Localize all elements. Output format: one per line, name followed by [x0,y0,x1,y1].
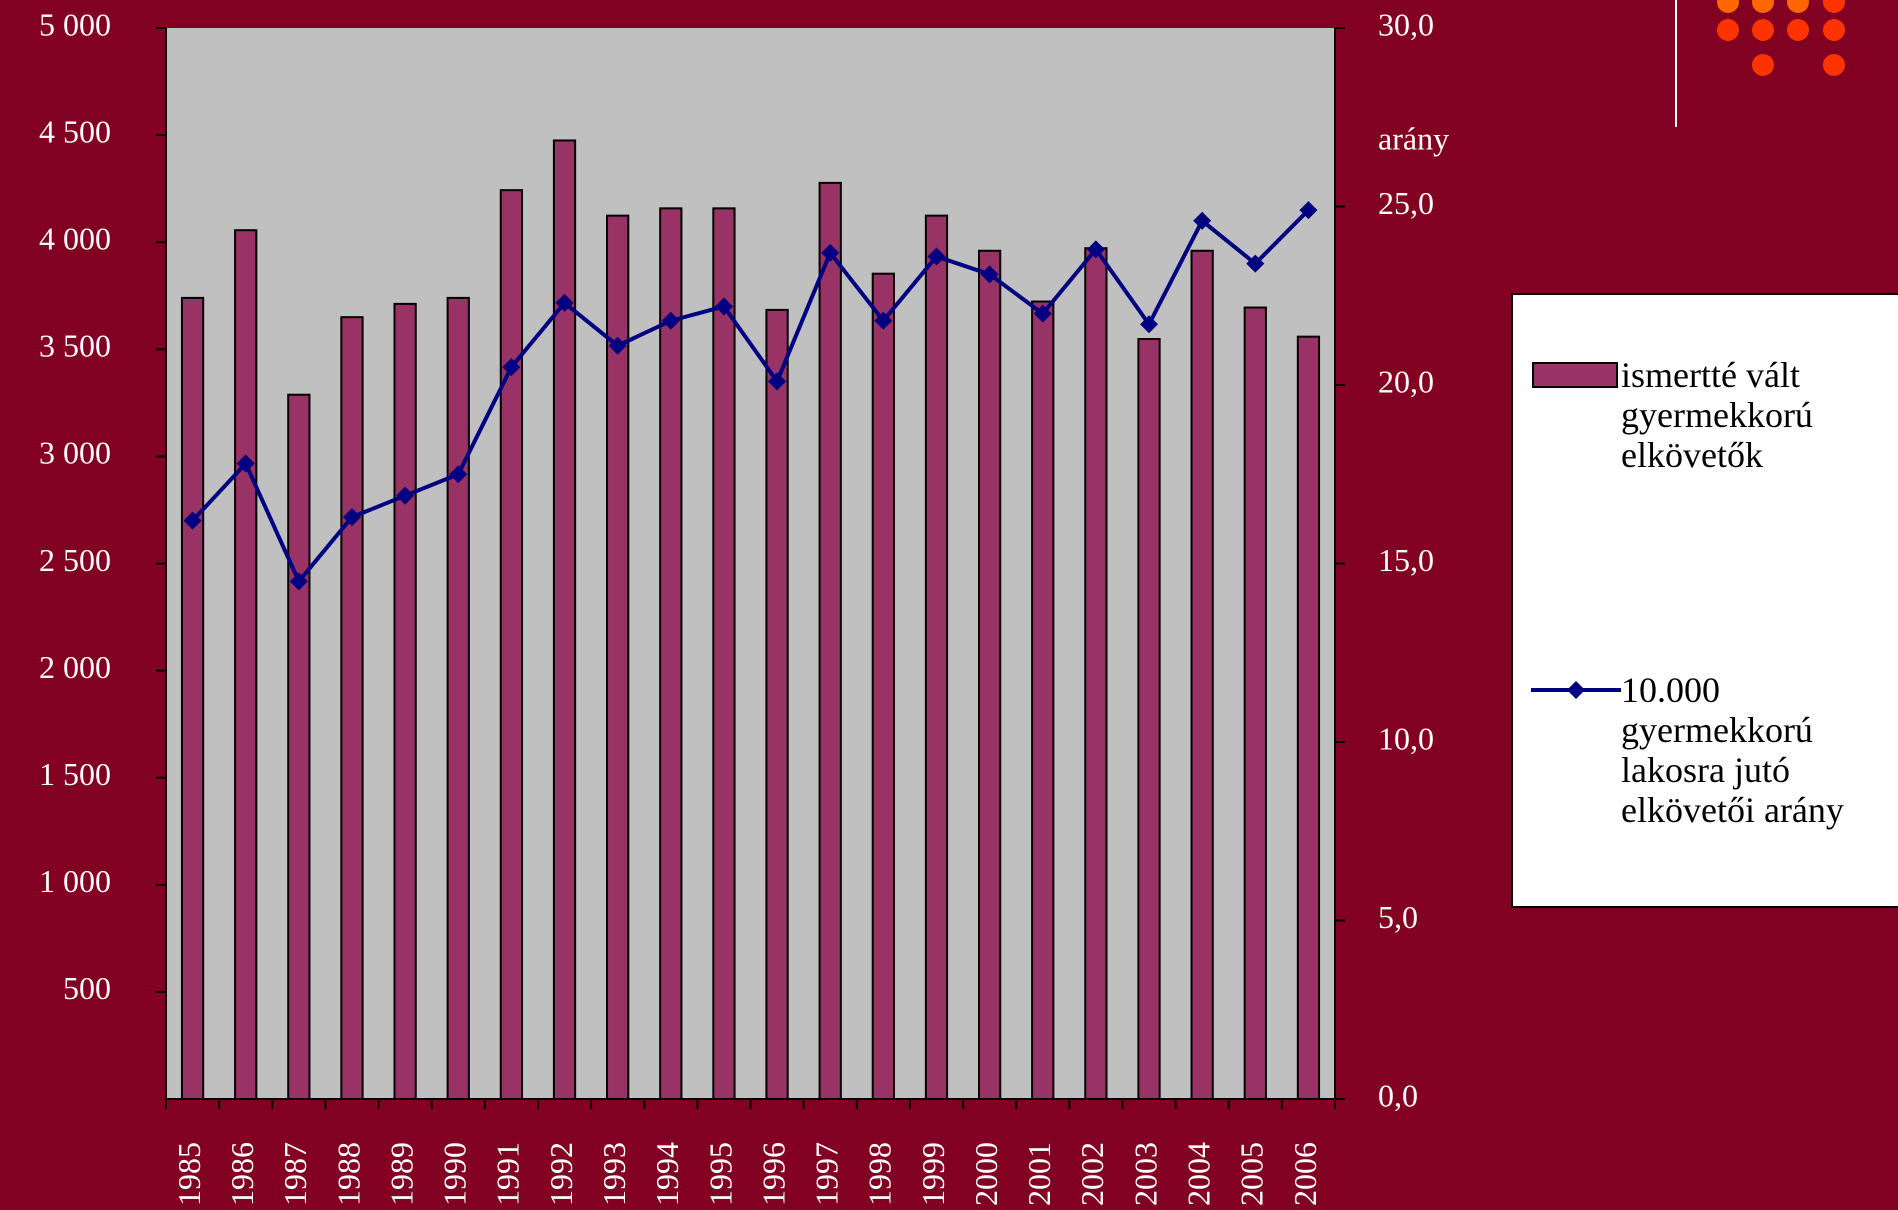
y-tick-label: 2 000 [39,649,111,685]
bar [606,214,630,1100]
x-tick-label: 1991 [490,1142,526,1206]
x-tick-label: 1993 [596,1142,632,1206]
bar [1190,249,1214,1100]
x-tick-label: 1988 [330,1142,366,1206]
bar [1296,335,1321,1101]
marker [980,265,999,284]
x-tick-label: 1997 [809,1142,845,1206]
marker [1246,254,1265,273]
x-tick-label: 1985 [171,1142,207,1206]
legend-swatch [1532,362,1618,388]
marker [1086,240,1105,259]
legend-label: ismertté vált gyermekkorú elkövetők [1621,355,1813,475]
marker [821,243,840,262]
x-tick-label: 2004 [1181,1142,1217,1206]
x-tick-label: 2003 [1127,1142,1163,1206]
legend-swatch [1531,681,1621,699]
y2-tick-label: 30,0 [1378,6,1434,42]
x-tick-label: 2000 [968,1142,1004,1206]
y-tick-label: 3 000 [39,435,111,471]
legend: ismertté vált gyermekkorú elkövetők 10.00… [1511,293,1898,908]
marker [396,486,415,505]
y-tick-label: 500 [63,970,111,1006]
marker [289,572,308,591]
marker [1140,315,1159,334]
bar [499,189,524,1100]
y-tick-label: 4 500 [39,113,111,149]
bar [446,296,470,1100]
legend-swatch-bar [1532,362,1618,388]
x-tick-label: 1989 [383,1142,419,1206]
bar [393,302,417,1100]
marker [236,454,255,473]
y2-tick-label: 15,0 [1378,542,1434,578]
bar [924,214,949,1100]
y2-axis-title: arány [1378,120,1449,156]
marker [927,247,946,266]
bar [1084,247,1108,1101]
y2-tick-label: 25,0 [1378,185,1434,221]
x-tick-label: 1995 [702,1142,738,1206]
bar [712,207,736,1101]
marker [1033,304,1052,323]
x-tick-label: 1986 [224,1142,260,1206]
marker [342,508,361,527]
x-tick-label: 1990 [437,1142,473,1206]
x-tick-label: 1996 [755,1142,791,1206]
y-tick-label: 5 000 [39,6,111,42]
marker [1193,211,1212,230]
y-tick-label: 2 500 [39,542,111,578]
bar [180,296,205,1100]
marker [183,511,202,530]
y-tick-label: 4 000 [39,221,111,257]
x-tick-label: 2001 [1021,1142,1057,1206]
x-tick-label: 1998 [862,1142,898,1206]
y2-tick-label: 20,0 [1378,363,1434,399]
marker [661,311,680,330]
legend-item: ismertté vált gyermekkorú elkövetők [1531,355,1891,475]
marker [502,358,521,377]
bar [818,181,842,1101]
x-tick-label: 1987 [277,1142,313,1206]
x-tick-label: 2002 [1074,1142,1110,1206]
bar [340,316,364,1101]
marker [608,336,627,355]
marker [555,293,574,312]
line [191,208,1310,586]
legend-label: 10.000 gyermekkorú lakosra jutó elkövető… [1621,670,1844,830]
marker [874,311,893,330]
x-tick-label: 2005 [1234,1142,1270,1206]
bar [234,229,258,1101]
y-tick-label: 1 000 [39,863,111,899]
x-tick-label: 1999 [915,1142,951,1206]
legend-swatch-marker [1567,681,1585,699]
bar [1031,300,1055,1100]
bar [765,308,789,1100]
decor-dots [1717,0,1845,76]
bar [659,207,683,1101]
y2-tick-label: 5,0 [1378,899,1418,935]
bar [552,139,577,1100]
x-tick-label: 1994 [649,1142,685,1206]
legend-item: 10.000 gyermekkorú lakosra jutó elkövető… [1531,670,1891,830]
bar [1243,306,1267,1100]
bar [871,272,895,1101]
marker [449,465,468,484]
y2-tick-label: 0,0 [1378,1077,1418,1113]
bar [287,393,311,1100]
y2-tick-label: 10,0 [1378,720,1434,756]
x-tick-label: 2006 [1287,1142,1323,1206]
marker [714,297,733,316]
y-tick-label: 1 500 [39,756,111,792]
bar [977,249,1002,1100]
marker [1299,201,1318,220]
bar [1137,338,1161,1101]
x-tick-label: 1992 [543,1142,579,1206]
marker [768,372,787,391]
y-tick-label: 3 500 [39,328,111,364]
